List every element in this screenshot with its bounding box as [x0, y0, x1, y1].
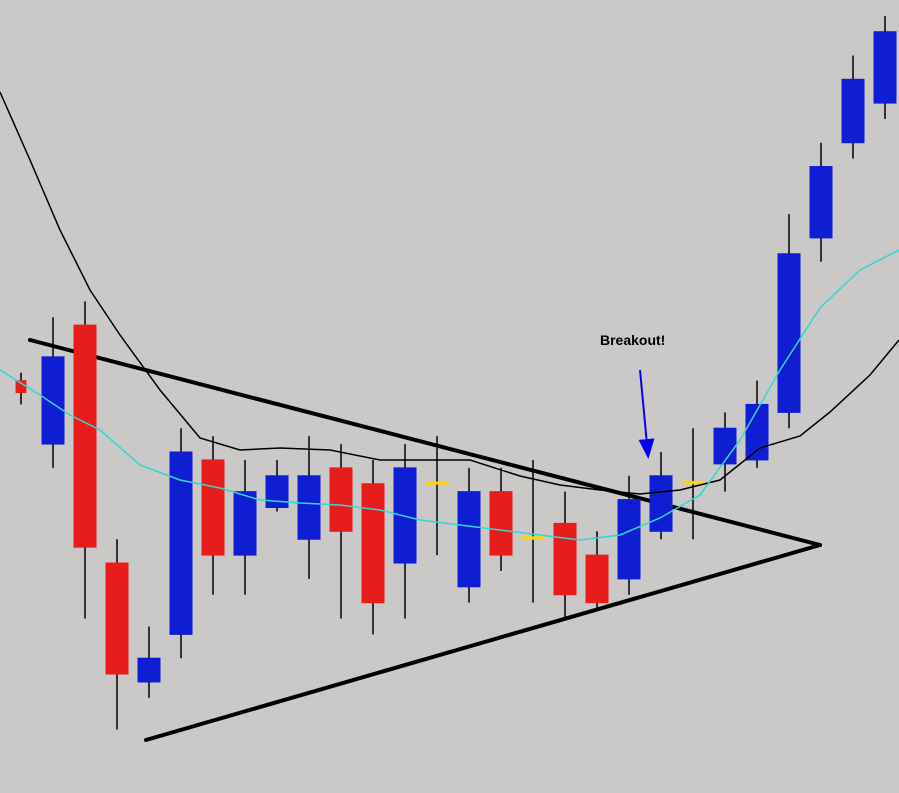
candle-body [778, 254, 800, 413]
candlestick-chart: Breakout! [0, 0, 899, 793]
candle-body [458, 492, 480, 587]
candle-body [298, 476, 320, 539]
candle-body [330, 468, 352, 531]
candle-body [618, 500, 640, 579]
candle-body [362, 484, 384, 603]
candle-body [554, 523, 576, 594]
candle-body [746, 404, 768, 460]
candle-body [842, 79, 864, 142]
candle-body [170, 452, 192, 634]
candle-body [810, 167, 832, 238]
candle-body [874, 32, 896, 103]
candle-body [714, 428, 736, 464]
candle-body [490, 492, 512, 555]
candle-body [234, 492, 256, 555]
candle-body [138, 658, 160, 682]
candle-body [74, 325, 96, 547]
candle-body [42, 357, 64, 444]
candle-body [682, 481, 704, 483]
candle-body [266, 476, 288, 508]
candle-body [202, 460, 224, 555]
candle-body [586, 555, 608, 603]
candle-body [106, 563, 128, 674]
candle-body [650, 476, 672, 532]
candle-body [394, 468, 416, 563]
candle-body [522, 537, 544, 539]
annotation-label: Breakout! [600, 332, 665, 348]
candle-body [426, 482, 448, 484]
